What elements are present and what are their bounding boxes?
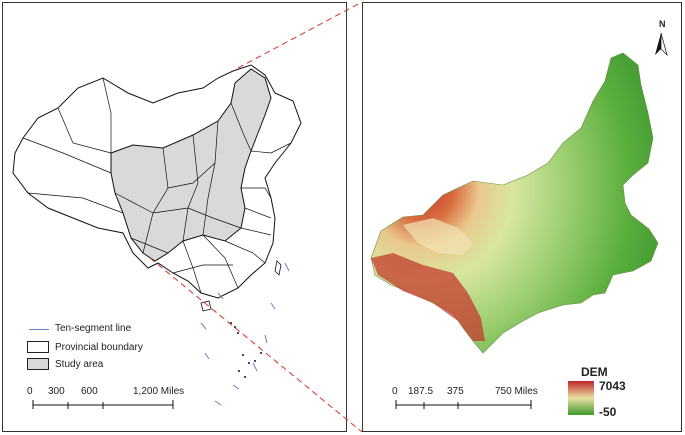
ten-segment-line-swatch <box>29 329 49 330</box>
provincial-boundary-swatch <box>27 341 49 353</box>
study-area-swatch <box>27 358 49 370</box>
left-scale-label-2: 600 <box>81 386 98 397</box>
china-overview-map <box>12 64 302 409</box>
legend-ten-segment-label: Ten-segment line <box>55 323 132 334</box>
right-scale-label-0: 0 <box>392 386 398 397</box>
dem-legend-title: DEM <box>581 365 608 379</box>
left-scale-label-0: 0 <box>27 386 33 397</box>
dem-colorbar <box>568 381 594 415</box>
dem-legend-min: -50 <box>599 405 617 419</box>
right-scale-label-2: 375 <box>447 386 464 397</box>
legend-study-area-label: Study area <box>55 359 104 370</box>
north-arrow-icon <box>655 32 668 57</box>
left-scale-label-1: 300 <box>48 386 65 397</box>
south-china-sea-islands <box>230 322 262 378</box>
overview-map-panel: Ten-segment line Provincial boundary Stu… <box>2 2 347 432</box>
taiwan-island <box>274 260 282 276</box>
study-region-dem <box>370 52 659 354</box>
study-area-region <box>110 68 272 262</box>
legend-provincial-label: Provincial boundary <box>55 342 143 353</box>
north-label: N <box>659 19 666 29</box>
right-scale-label-3: 750 Miles <box>495 386 538 397</box>
left-scale-label-3: 1,200 Miles <box>133 386 185 397</box>
hainan-island <box>200 300 212 312</box>
dem-legend-max: 7043 <box>599 379 626 393</box>
dem-map <box>370 32 668 415</box>
high-elevation-red <box>371 253 485 341</box>
plateau-highlight <box>403 218 473 255</box>
dem-map-panel: N DEM 7043 -50 0 187.5 375 750 Miles <box>362 2 682 432</box>
right-scale-label-1: 187.5 <box>408 386 434 397</box>
right-scale-bar <box>395 400 532 409</box>
left-scale-bar <box>32 400 174 409</box>
